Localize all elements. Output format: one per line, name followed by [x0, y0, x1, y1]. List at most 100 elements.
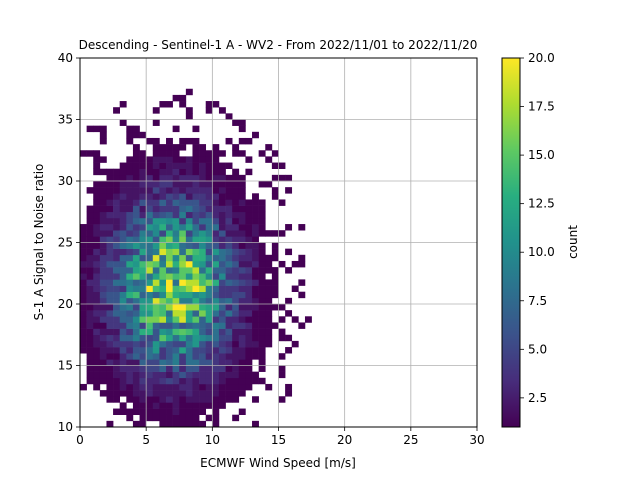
heatmap-cell — [179, 162, 187, 169]
heatmap-cell — [93, 353, 101, 360]
heatmap-cell — [166, 224, 173, 231]
heatmap-cell — [199, 144, 207, 151]
heatmap-cell — [126, 254, 134, 262]
heatmap-cell — [139, 193, 147, 200]
heatmap-cell — [159, 304, 167, 311]
heatmap-cell — [185, 291, 193, 299]
heatmap-cell — [192, 347, 200, 354]
heatmap-cell — [179, 248, 187, 256]
heatmap-cell — [152, 390, 160, 397]
heatmap-cell — [192, 267, 200, 274]
heatmap-cell — [139, 340, 147, 348]
heatmap-cell — [258, 254, 266, 262]
heatmap-cell — [93, 156, 101, 163]
heatmap-cell — [185, 260, 193, 268]
heatmap-cell — [278, 316, 286, 323]
heatmap-cell — [179, 94, 187, 102]
heatmap-cell — [225, 248, 233, 256]
heatmap-cell — [172, 402, 180, 409]
heatmap-cell — [139, 291, 147, 299]
heatmap-cell — [166, 304, 173, 311]
heatmap-cell — [185, 230, 193, 237]
heatmap-cell — [238, 353, 246, 360]
heatmap-cell — [166, 328, 173, 336]
heatmap-cell — [298, 279, 306, 286]
x-axis: 0 5 10 15 20 25 30 — [76, 427, 485, 447]
y-tick-label: 15 — [58, 359, 73, 373]
heatmap-cell — [205, 150, 213, 157]
heatmap-cell — [179, 144, 187, 151]
heatmap-cell — [199, 162, 207, 169]
heatmap-cell — [252, 193, 259, 200]
y-tick-label: 10 — [58, 420, 73, 434]
heatmap-cell — [126, 340, 134, 348]
heatmap-cell — [245, 254, 253, 262]
heatmap-cell — [212, 347, 220, 354]
heatmap-cell — [106, 396, 114, 403]
heatmap-cell — [218, 328, 226, 336]
heatmap-cell — [152, 193, 160, 200]
heatmap-cell — [172, 205, 180, 213]
heatmap-cell — [232, 334, 240, 342]
heatmap-cell — [232, 254, 240, 262]
heatmap-cell — [159, 297, 167, 305]
heatmap-cell — [218, 310, 226, 317]
heatmap-cell — [245, 291, 253, 299]
heatmap-cell — [225, 291, 233, 299]
heatmap-cell — [139, 377, 147, 385]
heatmap-cell — [271, 162, 279, 169]
heatmap-cell — [159, 101, 167, 108]
heatmap-cell — [199, 181, 207, 188]
heatmap-cell — [113, 107, 120, 114]
heatmap-cell — [99, 187, 107, 194]
heatmap-cell — [132, 236, 140, 243]
heatmap-cell — [159, 150, 167, 157]
heatmap-cell — [86, 291, 94, 299]
heatmap-cell — [218, 291, 226, 299]
heatmap-cell — [106, 310, 114, 317]
heatmap-cell — [146, 174, 154, 182]
heatmap-cell — [212, 334, 220, 342]
heatmap-cell — [159, 224, 167, 231]
heatmap-cell — [119, 310, 127, 317]
heatmap-cell — [113, 260, 120, 268]
heatmap-cell — [225, 254, 233, 262]
heatmap-cell — [265, 254, 273, 262]
heatmap-cell — [185, 304, 193, 311]
heatmap-cell — [298, 260, 306, 268]
heatmap-cell — [252, 297, 259, 305]
heatmap-cell — [152, 156, 160, 163]
heatmap-cell — [159, 291, 167, 299]
heatmap-cell — [159, 144, 167, 151]
heatmap-cell — [113, 254, 120, 262]
heatmap-cell — [132, 279, 140, 286]
heatmap-cell — [205, 260, 213, 268]
heatmap-cell — [179, 347, 187, 354]
heatmap-cell — [205, 187, 213, 194]
heatmap-cell — [159, 205, 167, 213]
heatmap-cell — [166, 316, 173, 323]
heatmap-cell — [232, 150, 240, 157]
heatmap-cell — [192, 285, 200, 292]
heatmap-cell — [185, 420, 193, 427]
heatmap-cell — [132, 359, 140, 366]
heatmap-cell — [218, 187, 226, 194]
heatmap-cell — [106, 285, 114, 292]
heatmap-cell — [192, 174, 200, 182]
heatmap-cell — [146, 396, 154, 403]
heatmap-cell — [179, 340, 187, 348]
heatmap-cell — [298, 322, 306, 329]
heatmap-cell — [245, 340, 253, 348]
heatmap-cell — [80, 224, 87, 231]
heatmap-cell — [80, 236, 87, 243]
heatmap-cell — [185, 285, 193, 292]
colorbar-tick-label: 15.0 — [528, 148, 555, 162]
heatmap-cell — [119, 199, 127, 206]
heatmap-cell — [152, 211, 160, 219]
heatmap-cell — [172, 187, 180, 194]
heatmap-cell — [258, 267, 266, 274]
heatmap-cell — [106, 193, 114, 200]
heatmap-cell — [159, 181, 167, 188]
heatmap-cell — [185, 340, 193, 348]
heatmap-cell — [126, 156, 134, 163]
